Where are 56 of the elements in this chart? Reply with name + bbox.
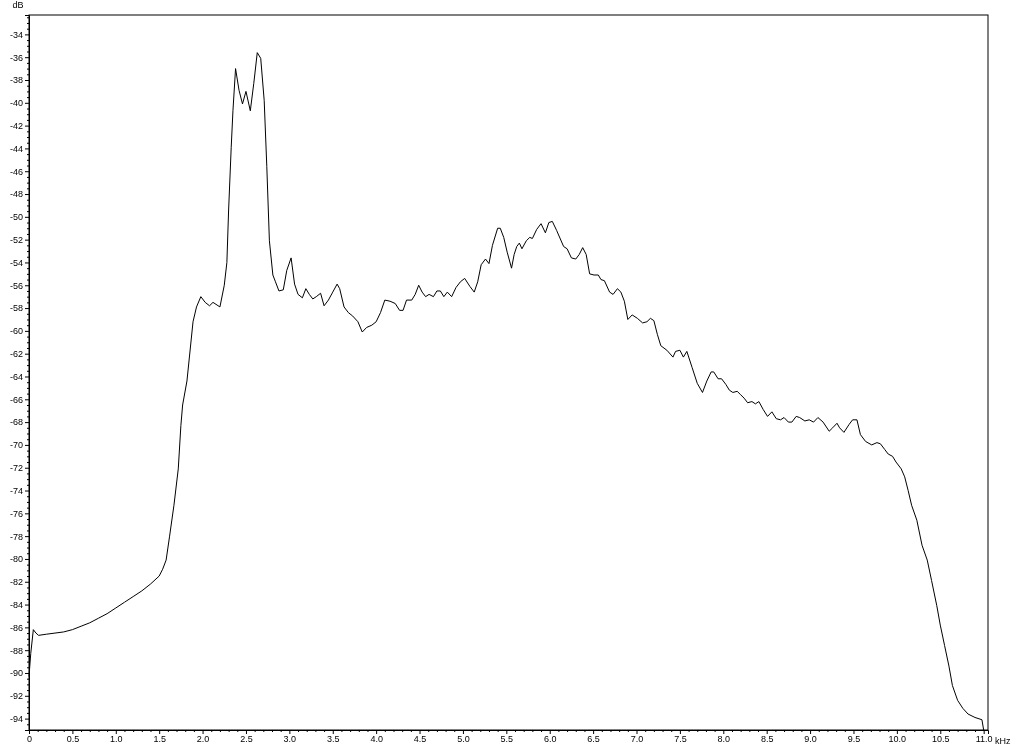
y-tick-label: -34 (9, 29, 23, 40)
y-tick-label: -92 (9, 691, 23, 702)
x-tick-label: 8.5 (760, 734, 774, 745)
x-tick-label: 3.5 (327, 734, 340, 745)
x-tick-label: 9.5 (847, 734, 861, 745)
y-tick-label: -56 (9, 280, 23, 291)
y-tick-label: -40 (9, 98, 23, 109)
x-tick-label: 1.0 (110, 734, 123, 745)
y-tick-label: -88 (9, 645, 23, 656)
x-axis-title: kHz (995, 736, 1011, 745)
x-tick-label: 8.0 (717, 734, 731, 745)
x-tick-label: 7.0 (630, 734, 644, 745)
y-tick-label: -80 (9, 554, 23, 565)
y-tick-label: -68 (9, 417, 23, 428)
y-tick-label: -60 (9, 326, 23, 337)
y-tick-label: -38 (9, 75, 23, 86)
y-tick-label: -54 (9, 257, 23, 268)
x-tick-label: 6.5 (587, 734, 600, 745)
x-tick-label: 3.0 (283, 734, 297, 745)
y-tick-label: -44 (9, 143, 23, 154)
x-tick-label: 4.0 (370, 734, 383, 745)
y-tick-label: -58 (9, 303, 23, 314)
x-tick-label: 10.5 (932, 734, 950, 745)
y-tick-label: -86 (9, 622, 23, 633)
y-tick-label: -42 (9, 120, 23, 131)
y-tick-label: -66 (9, 394, 23, 405)
y-tick-label: -78 (9, 531, 23, 542)
x-tick-label: 6.0 (543, 734, 557, 745)
y-tick-label: -46 (9, 166, 23, 177)
y-tick-label: -36 (9, 52, 23, 63)
y-tick-label: -64 (9, 371, 23, 382)
x-tick-label: 5.0 (457, 734, 470, 745)
x-tick-label: 0 (26, 734, 33, 745)
x-tick-label: 9.0 (804, 734, 817, 745)
y-tick-label: -62 (9, 349, 23, 360)
x-tick-label: 0.5 (66, 734, 80, 745)
x-tick-label: 11.0 (975, 734, 993, 745)
x-tick-label: 4.5 (413, 734, 427, 745)
x-tick-label: 2.5 (240, 734, 253, 745)
y-axis-title: dB (12, 0, 24, 10)
y-tick-label: -90 (9, 668, 23, 679)
y-tick-label: -48 (9, 189, 23, 200)
x-tick-label: 1.5 (153, 734, 166, 745)
y-tick-label: -84 (9, 599, 23, 610)
y-tick-label: -50 (9, 212, 23, 223)
y-tick-label: -74 (9, 485, 23, 496)
x-tick-label: 5.5 (500, 734, 514, 745)
y-tick-label: -94 (9, 713, 23, 724)
x-tick-label: 7.5 (674, 734, 687, 745)
y-tick-label: -76 (9, 508, 23, 519)
x-tick-label: 10.0 (888, 734, 907, 745)
x-tick-label: 2.0 (196, 734, 210, 745)
y-tick-label: -82 (9, 577, 23, 588)
y-tick-label: -52 (9, 235, 23, 246)
y-tick-label: -70 (9, 440, 23, 451)
y-tick-label: -72 (9, 463, 23, 474)
